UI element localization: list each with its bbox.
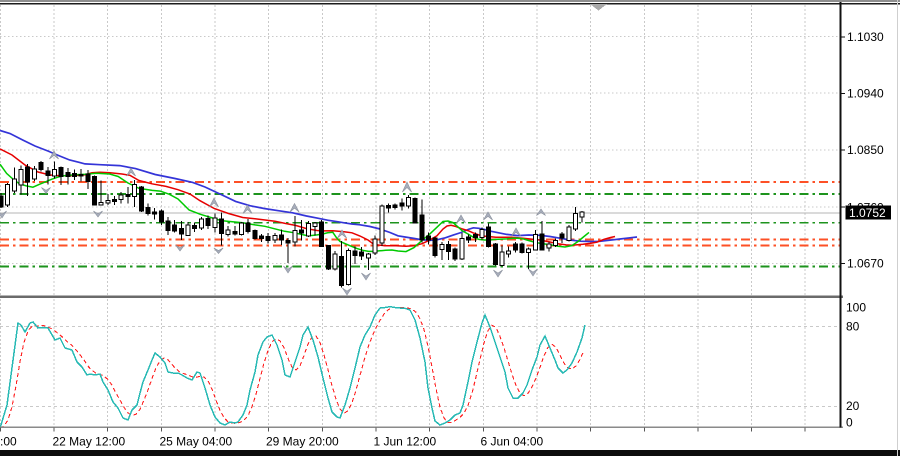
svg-text:22 May 12:00: 22 May 12:00 <box>53 435 126 449</box>
svg-text::00: :00 <box>0 435 17 449</box>
svg-text:1.1030: 1.1030 <box>847 30 884 44</box>
svg-text:0: 0 <box>846 416 853 430</box>
svg-text:1.0850: 1.0850 <box>847 143 884 157</box>
svg-text:100: 100 <box>846 301 866 315</box>
svg-text:1.0940: 1.0940 <box>847 87 884 101</box>
svg-text:1.0752: 1.0752 <box>849 206 886 220</box>
svg-text:6 Jun 04:00: 6 Jun 04:00 <box>481 435 544 449</box>
svg-text:1 Jun 12:00: 1 Jun 12:00 <box>374 435 437 449</box>
svg-text:20: 20 <box>846 399 860 413</box>
svg-text:29 May 20:00: 29 May 20:00 <box>266 435 339 449</box>
svg-text:1.0670: 1.0670 <box>847 257 884 271</box>
svg-text:80: 80 <box>846 320 860 334</box>
svg-text:25 May 04:00: 25 May 04:00 <box>160 435 233 449</box>
